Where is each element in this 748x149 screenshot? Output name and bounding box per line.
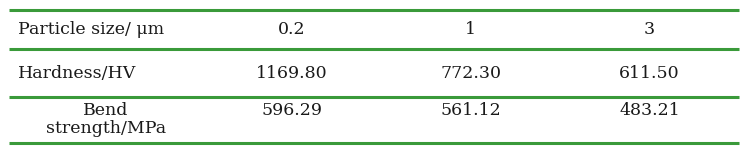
Text: 483.21: 483.21 bbox=[619, 102, 680, 119]
Text: 611.50: 611.50 bbox=[619, 65, 680, 82]
Text: 1: 1 bbox=[465, 21, 476, 38]
Text: 1169.80: 1169.80 bbox=[256, 65, 328, 82]
Text: 596.29: 596.29 bbox=[261, 102, 322, 119]
Text: 772.30: 772.30 bbox=[441, 65, 501, 82]
Text: Hardness/HV: Hardness/HV bbox=[18, 65, 136, 82]
Text: 3: 3 bbox=[644, 21, 655, 38]
Text: strength/MPa: strength/MPa bbox=[46, 120, 166, 137]
Text: Bend: Bend bbox=[83, 102, 129, 119]
Text: 561.12: 561.12 bbox=[441, 102, 501, 119]
Text: 0.2: 0.2 bbox=[278, 21, 306, 38]
Text: Particle size/ μm: Particle size/ μm bbox=[18, 21, 164, 38]
